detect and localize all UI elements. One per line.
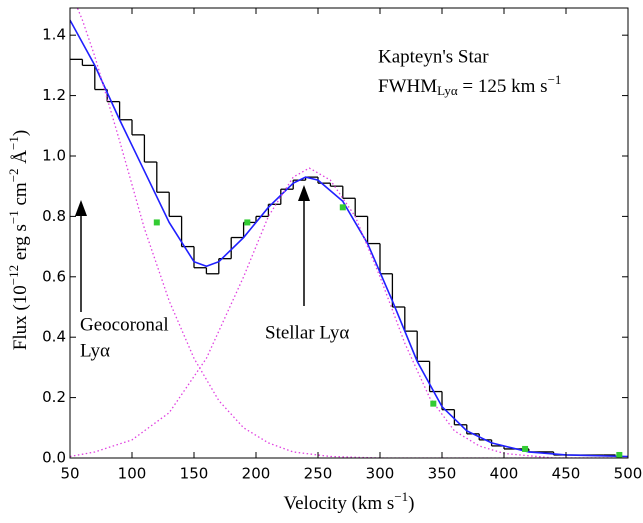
arrow bbox=[298, 185, 310, 306]
x-tick-label: 300 bbox=[366, 465, 395, 483]
plot-area bbox=[70, 8, 628, 458]
y-tick-label: 0.2 bbox=[42, 388, 66, 406]
y-tick-label: 1.4 bbox=[42, 26, 66, 44]
label-part: −1 bbox=[394, 489, 408, 504]
green-point bbox=[522, 445, 529, 452]
label-part: ) bbox=[10, 130, 31, 136]
chart-subtitle: FWHMLyα = 125 km s−1 bbox=[378, 72, 561, 98]
subtitle-sup: −1 bbox=[548, 72, 562, 87]
green-point bbox=[339, 204, 346, 211]
arrow bbox=[75, 200, 87, 312]
annotation: Geocoronal bbox=[80, 314, 169, 335]
green-point bbox=[616, 451, 623, 458]
x-tick-label: 400 bbox=[490, 465, 519, 483]
annotation: Stellar Lyα bbox=[265, 322, 349, 343]
model-line bbox=[70, 19, 628, 458]
y-tick-label: 0.0 bbox=[42, 449, 66, 467]
label-part: erg s bbox=[10, 224, 31, 265]
label-part: cm bbox=[10, 182, 31, 210]
green-point bbox=[430, 400, 437, 407]
label-part: −1 bbox=[6, 210, 21, 224]
plot-frame bbox=[69, 7, 629, 459]
y-tick-label: 1.2 bbox=[42, 86, 66, 104]
y-axis-label: Flux (10−12 erg s−1 cm−2 Å−1) bbox=[6, 130, 31, 350]
x-tick-label: 250 bbox=[304, 465, 333, 483]
x-tick-label: 50 bbox=[60, 465, 79, 483]
y-tick-label: 0.6 bbox=[42, 267, 66, 285]
y-tick-label: 1.0 bbox=[42, 146, 66, 164]
model-line bbox=[70, 167, 628, 458]
green-point bbox=[153, 219, 160, 226]
model-line bbox=[76, 8, 628, 458]
y-tick-label: 0.4 bbox=[42, 328, 66, 346]
y-tick-label: 0.8 bbox=[42, 207, 66, 225]
annotation: Lyα bbox=[80, 340, 110, 361]
label-part: −12 bbox=[6, 265, 21, 285]
label-part: ) bbox=[408, 493, 414, 514]
x-tick-label: 150 bbox=[180, 465, 209, 483]
subtitle-rest: = 125 km s bbox=[458, 76, 548, 97]
subtitle-sub: Lyα bbox=[437, 83, 458, 98]
x-tick-label: 200 bbox=[242, 465, 271, 483]
x-tick-label: 350 bbox=[428, 465, 457, 483]
x-tick-label: 450 bbox=[552, 465, 581, 483]
label-part: −2 bbox=[6, 168, 21, 182]
label-part: Flux (10 bbox=[10, 285, 31, 350]
label-part: Å bbox=[10, 150, 31, 169]
x-tick-label: 100 bbox=[118, 465, 147, 483]
x-axis-label: Velocity (km s−1) bbox=[284, 489, 415, 514]
subtitle-text: FWHM bbox=[378, 76, 437, 97]
x-tick-label: 500 bbox=[614, 465, 643, 483]
green-point bbox=[244, 219, 251, 226]
label-part: Velocity (km s bbox=[284, 493, 395, 514]
label-part: −1 bbox=[6, 136, 21, 150]
chart-title: Kapteyn's Star bbox=[378, 46, 489, 67]
